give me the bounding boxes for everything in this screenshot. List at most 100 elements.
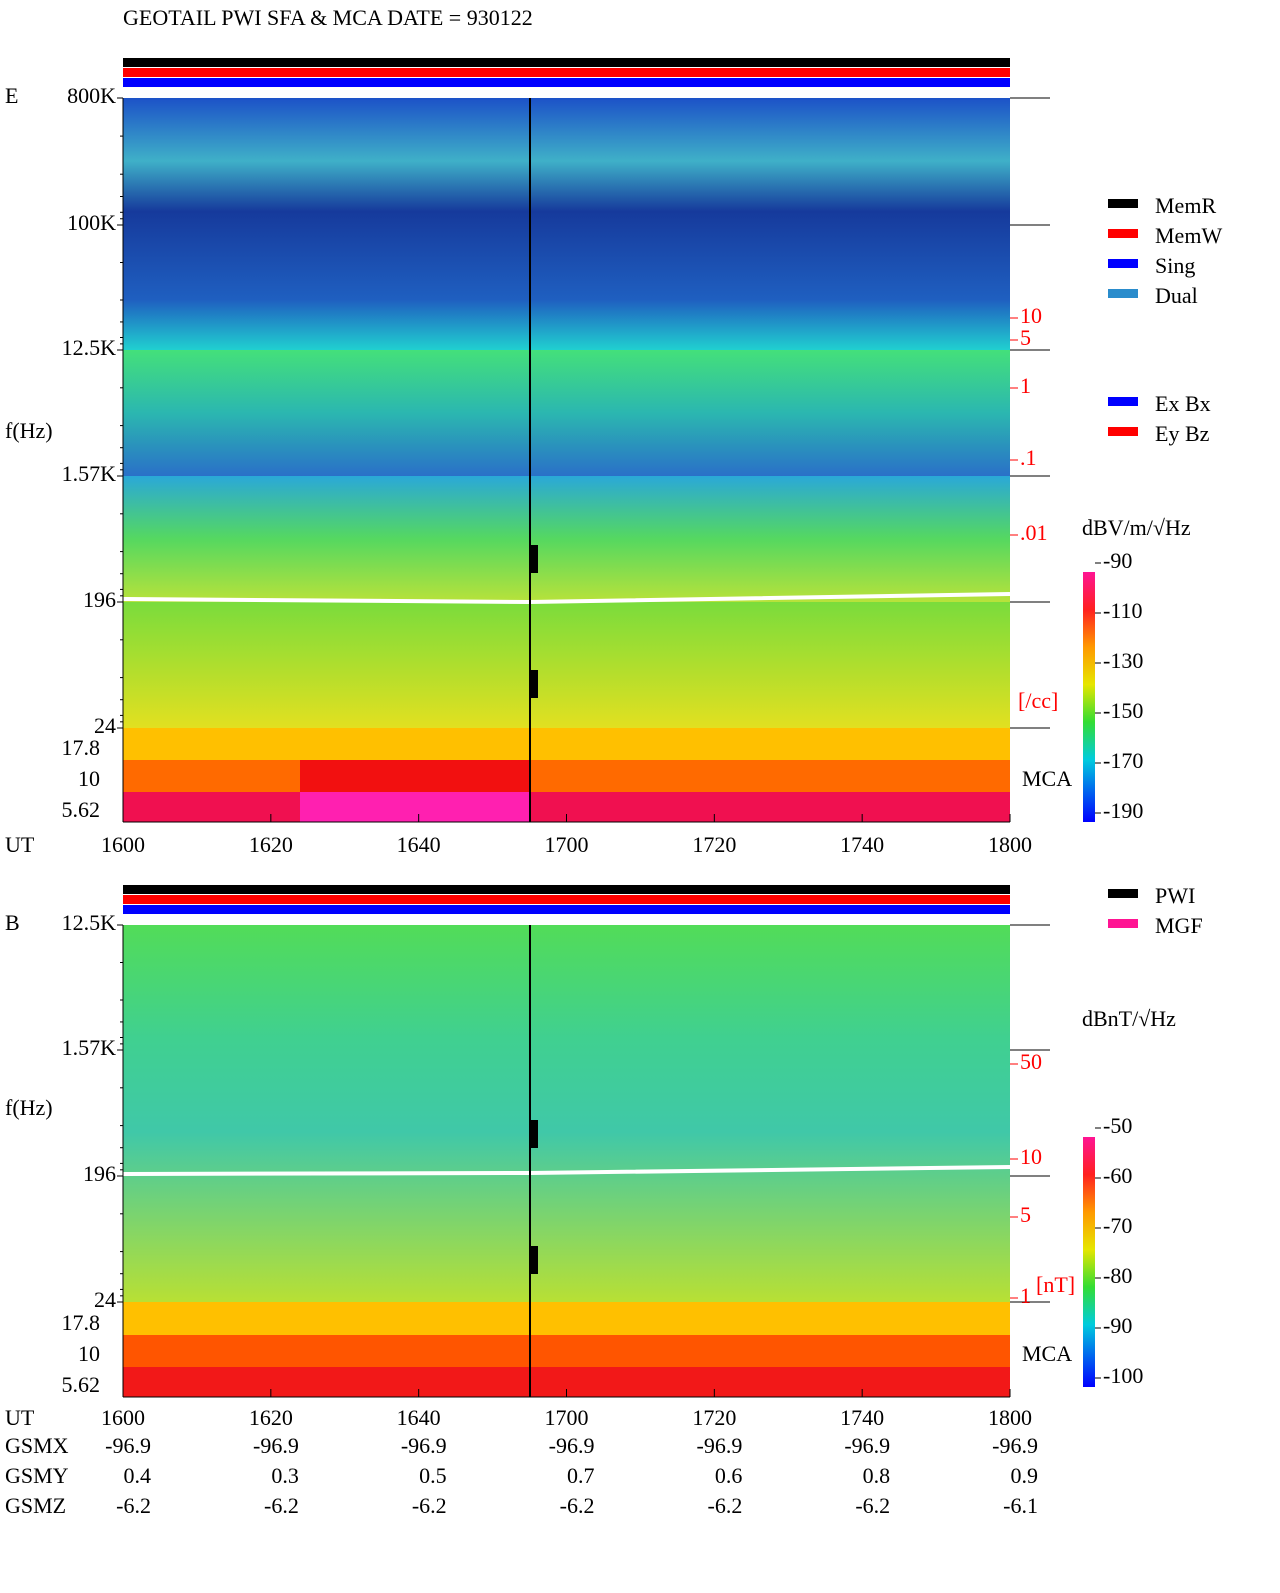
legend-label: Ey Bz <box>1155 421 1210 446</box>
orbit-value: 0.6 <box>715 1463 743 1488</box>
time-tick-label: 1800 <box>988 1405 1032 1430</box>
colorbar-tick-label: -130 <box>1103 648 1143 673</box>
status-bar <box>123 58 1010 67</box>
legend-label: Dual <box>1155 283 1198 308</box>
orbit-value: -6.2 <box>855 1493 890 1518</box>
mca-band <box>300 792 530 822</box>
orbit-label: GSMY <box>5 1463 69 1488</box>
spectrogram-band <box>123 476 1010 602</box>
colorbar-tick-label: -80 <box>1103 1263 1132 1288</box>
density-tick-label: 5 <box>1020 325 1031 350</box>
orbit-value: -96.9 <box>697 1433 743 1458</box>
colorbar-tick-label: -90 <box>1103 1313 1132 1338</box>
orbit-value: -6.2 <box>264 1493 299 1518</box>
density-tick-label: 10 <box>1020 1144 1042 1169</box>
legend-label: Sing <box>1155 253 1195 278</box>
colorbar-tick-label: -150 <box>1103 698 1143 723</box>
legend-swatch <box>1108 229 1138 238</box>
mca-label: MCA <box>1022 766 1072 791</box>
freq-tick-label: 12.5K <box>62 910 117 935</box>
orbit-label: GSMZ <box>5 1493 66 1518</box>
gap-block <box>530 1120 538 1148</box>
legend-label: Ex Bx <box>1155 391 1211 416</box>
orbit-value: -6.1 <box>1003 1493 1038 1518</box>
component-label: B <box>5 910 20 935</box>
orbit-value: 0.8 <box>863 1463 891 1488</box>
orbit-value: -6.2 <box>412 1493 447 1518</box>
mca-band <box>123 1302 1010 1335</box>
time-tick-label: 1640 <box>397 832 441 857</box>
status-bar <box>123 885 1010 894</box>
legend-label: PWI <box>1155 883 1195 908</box>
mca-tick-label: 17.8 <box>62 1310 101 1335</box>
orbit-value: 0.5 <box>419 1463 447 1488</box>
colorbar-label: dBV/m/√Hz <box>1082 515 1191 540</box>
orbit-value: -6.2 <box>560 1493 595 1518</box>
legend-swatch <box>1108 427 1138 436</box>
status-bar <box>123 78 1010 87</box>
density-tick-label: 50 <box>1020 1049 1042 1074</box>
freq-tick-label: 24 <box>94 713 116 738</box>
density-tick-label: 1 <box>1020 373 1031 398</box>
freq-tick-label: 1.57K <box>62 461 117 486</box>
legend-swatch <box>1108 259 1138 268</box>
mca-tick-label: 5.62 <box>62 1372 101 1397</box>
orbit-value: -96.9 <box>549 1433 595 1458</box>
spectrogram-band <box>123 925 1010 1302</box>
time-axis-label: UT <box>5 832 35 857</box>
density-unit: [nT] <box>1036 1272 1075 1297</box>
time-tick-label: 1640 <box>397 1405 441 1430</box>
colorbar-tick-label: -60 <box>1103 1163 1132 1188</box>
time-tick-label: 1700 <box>545 1405 589 1430</box>
freq-tick-label: 24 <box>94 1287 116 1312</box>
density-tick-label: 5 <box>1020 1202 1031 1227</box>
orbit-value: 0.4 <box>124 1463 152 1488</box>
time-axis-label: UT <box>5 1405 35 1430</box>
freq-tick-label: 196 <box>83 587 116 612</box>
gap-block <box>530 1246 538 1274</box>
density-unit: [/cc] <box>1018 688 1058 713</box>
time-tick-label: 1700 <box>545 832 589 857</box>
freq-tick-label: 800K <box>67 83 116 108</box>
orbit-label: GSMX <box>5 1433 69 1458</box>
status-bar <box>123 905 1010 914</box>
colorbar-tick-label: -90 <box>1103 548 1132 573</box>
colorbar <box>1083 1137 1095 1387</box>
mca-band <box>123 760 1010 792</box>
time-tick-label: 1740 <box>840 1405 884 1430</box>
legend-label: MemR <box>1155 193 1216 218</box>
orbit-value: -96.9 <box>253 1433 299 1458</box>
colorbar-label: dBnT/√Hz <box>1082 1006 1176 1031</box>
legend-swatch <box>1108 919 1138 928</box>
legend-swatch <box>1108 397 1138 406</box>
freq-tick-label: 1.57K <box>62 1035 117 1060</box>
mca-tick-label: 10 <box>78 766 100 791</box>
y-axis-label: f(Hz) <box>5 418 53 443</box>
spectrogram-band <box>123 350 1010 476</box>
legend-swatch <box>1108 289 1138 298</box>
orbit-value: 0.3 <box>271 1463 299 1488</box>
legend-swatch <box>1108 889 1138 898</box>
mca-band <box>300 760 530 792</box>
orbit-value: -96.9 <box>844 1433 890 1458</box>
time-tick-label: 1600 <box>101 1405 145 1430</box>
mca-band <box>123 1335 1010 1367</box>
orbit-value: -6.2 <box>708 1493 743 1518</box>
time-tick-label: 1740 <box>840 832 884 857</box>
legend-label: MemW <box>1155 223 1222 248</box>
orbit-value: 0.9 <box>1011 1463 1039 1488</box>
title: GEOTAIL PWI SFA & MCA DATE = 930122 <box>123 5 533 30</box>
spectrogram-band <box>123 98 1010 350</box>
mca-label: MCA <box>1022 1341 1072 1366</box>
time-tick-label: 1800 <box>988 832 1032 857</box>
freq-tick-label: 196 <box>83 1161 116 1186</box>
density-tick-label: 1 <box>1020 1283 1031 1308</box>
colorbar-tick-label: -110 <box>1103 598 1143 623</box>
mca-tick-label: 17.8 <box>62 735 101 760</box>
density-tick-label: 10 <box>1020 303 1042 328</box>
density-tick-label: .01 <box>1020 520 1048 545</box>
freq-tick-label: 100K <box>67 210 116 235</box>
time-tick-label: 1720 <box>692 1405 736 1430</box>
legend-swatch <box>1108 199 1138 208</box>
